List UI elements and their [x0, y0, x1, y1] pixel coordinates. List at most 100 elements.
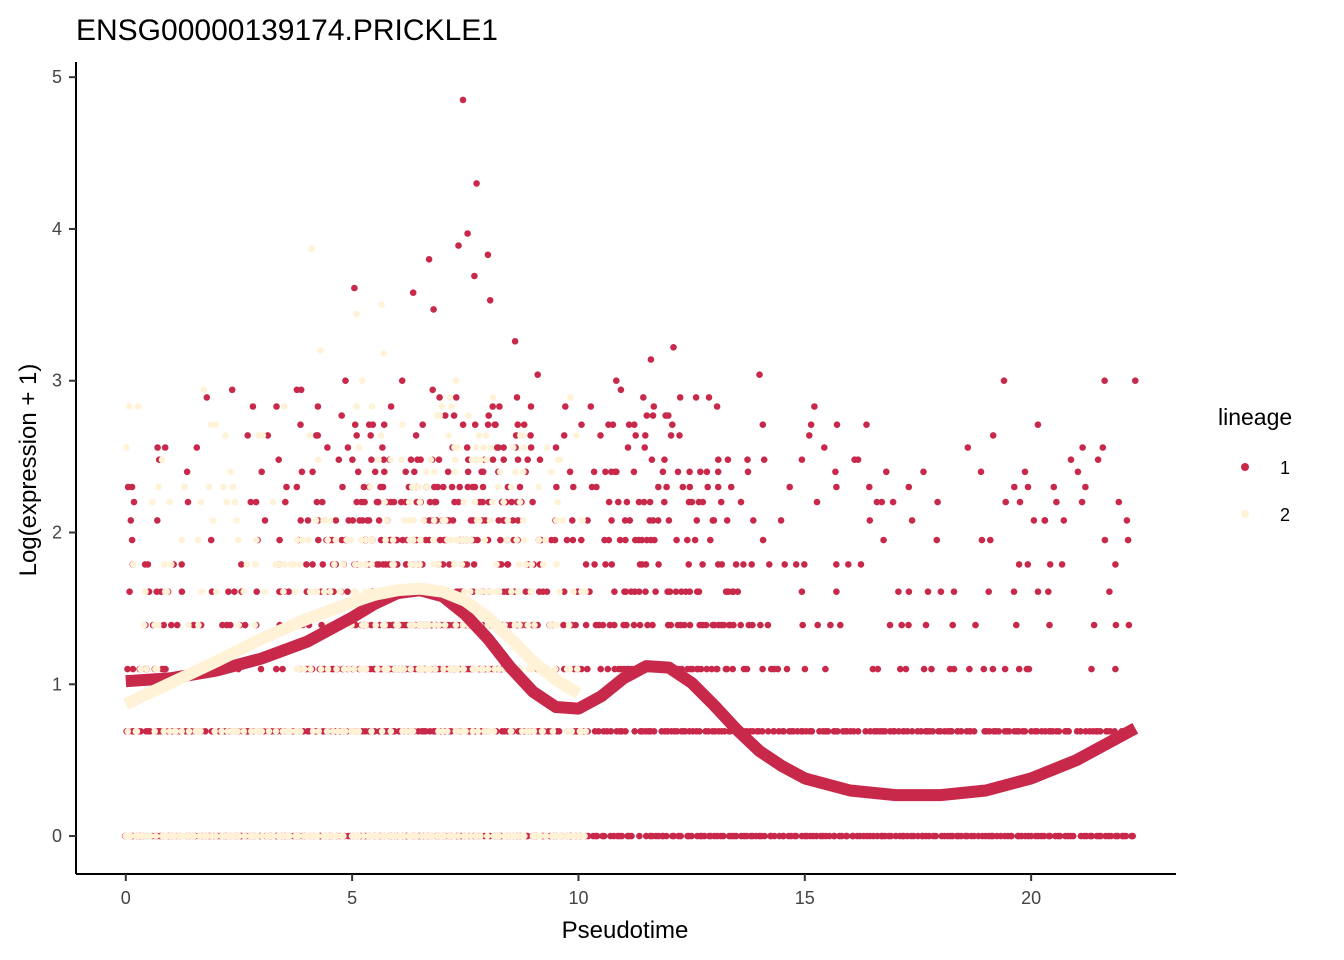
data-point [688, 498, 696, 506]
data-point [307, 665, 315, 673]
data-point [304, 517, 312, 524]
data-point [584, 665, 591, 673]
data-point [356, 561, 364, 568]
data-point [487, 588, 494, 595]
data-point [1125, 621, 1133, 629]
data-point [464, 468, 472, 476]
data-point [451, 468, 459, 476]
data-point [474, 536, 481, 544]
data-point [643, 412, 651, 419]
data-point [314, 432, 322, 439]
data-point [398, 456, 405, 464]
data-point [375, 498, 382, 506]
data-point [306, 432, 314, 439]
data-point [883, 468, 890, 476]
y-tick-label: 0 [52, 826, 62, 846]
data-point [764, 728, 772, 735]
data-point [205, 483, 213, 491]
data-point [799, 621, 806, 629]
data-point [761, 832, 768, 840]
data-point [124, 483, 132, 491]
data-point [593, 483, 600, 491]
data-point [1124, 536, 1132, 544]
data-point [597, 432, 604, 439]
data-point [342, 377, 349, 385]
data-point [389, 536, 397, 544]
data-point [597, 665, 604, 673]
data-point [257, 665, 265, 673]
data-point [908, 517, 916, 524]
data-point [431, 621, 438, 629]
data-point [484, 665, 492, 673]
data-point [426, 498, 434, 506]
data-point [469, 728, 477, 735]
data-point [897, 665, 904, 673]
data-point [1011, 483, 1018, 491]
data-point [362, 665, 370, 673]
data-point [472, 444, 480, 451]
data-point [771, 832, 778, 840]
data-point [516, 561, 523, 568]
data-point [202, 728, 209, 735]
data-point [449, 517, 457, 524]
data-point [780, 832, 787, 840]
data-point [419, 421, 427, 429]
data-point [447, 536, 455, 544]
data-point [759, 728, 766, 735]
data-point [332, 517, 340, 524]
data-point [292, 728, 299, 735]
data-point [950, 665, 958, 673]
data-point [194, 536, 202, 544]
data-point [261, 517, 269, 524]
data-point [1050, 483, 1058, 491]
data-point [252, 561, 259, 568]
data-point [570, 588, 577, 595]
data-point [276, 536, 283, 544]
data-point [479, 483, 487, 491]
data-point [130, 498, 138, 506]
data-point [644, 621, 651, 629]
data-point [611, 621, 618, 629]
data-point [714, 468, 722, 476]
data-point [351, 284, 358, 292]
data-point [1088, 665, 1095, 673]
data-point [484, 421, 492, 429]
data-point [527, 403, 535, 410]
data-point [129, 561, 137, 568]
data-point [494, 483, 502, 491]
data-point [298, 468, 306, 476]
data-point [522, 588, 530, 595]
data-point [154, 444, 161, 451]
data-point [511, 621, 519, 629]
data-point [197, 728, 204, 735]
data-point [613, 377, 620, 385]
data-point [380, 350, 388, 357]
data-point [235, 621, 242, 629]
data-point [539, 561, 547, 568]
data-point [340, 832, 347, 840]
data-point [351, 421, 359, 429]
data-point [409, 289, 417, 297]
data-point [127, 832, 135, 840]
data-point [599, 621, 607, 629]
data-point [1056, 832, 1064, 840]
data-point [590, 468, 598, 476]
y-tick-label: 2 [52, 523, 62, 543]
data-point [381, 468, 388, 476]
data-point [369, 421, 377, 429]
data-point [950, 588, 958, 595]
data-point [434, 483, 442, 491]
data-point [676, 432, 683, 439]
data-point [507, 728, 515, 735]
data-point [456, 483, 464, 491]
data-point [313, 588, 321, 595]
data-point [587, 403, 595, 410]
data-point [228, 386, 236, 394]
data-point [504, 517, 512, 524]
data-point [524, 456, 531, 464]
data-point [811, 403, 818, 410]
smooth-curves-layer [123, 582, 1139, 802]
data-point [584, 517, 591, 524]
data-point [624, 444, 632, 451]
data-point [339, 483, 346, 491]
